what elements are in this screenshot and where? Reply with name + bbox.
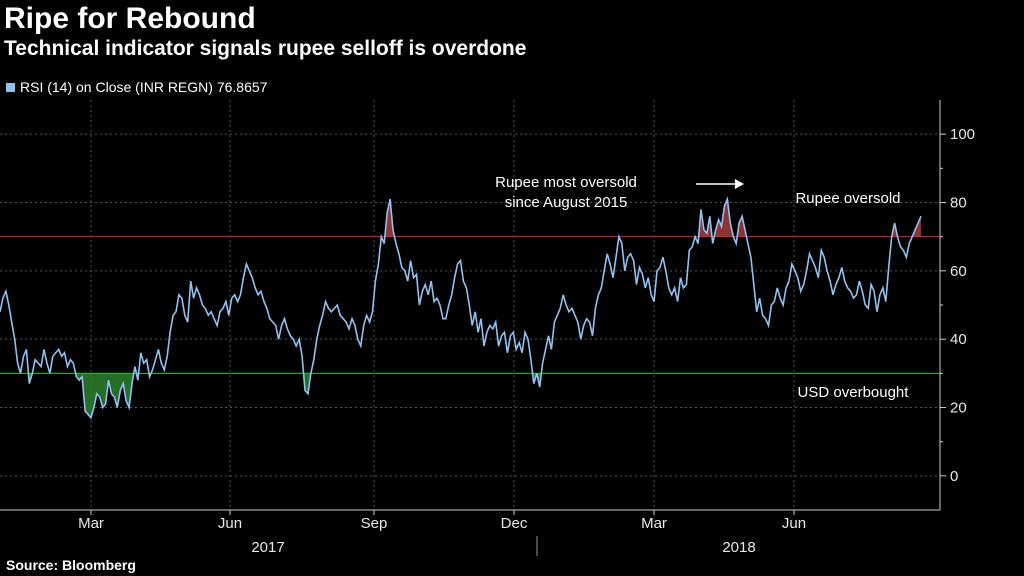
legend-label: RSI (14) on Close (INR REGN) 76.8657 (20, 79, 268, 95)
chart-title: Ripe for Rebound (4, 2, 256, 35)
x-tick-label: Dec (501, 515, 528, 532)
legend: RSI (14) on Close (INR REGN) 76.8657 (6, 79, 267, 95)
y-tick-label: 60 (950, 263, 967, 280)
x-year-label: 2018 (722, 539, 755, 556)
y-tick-label: 20 (950, 400, 967, 417)
grid (0, 100, 940, 510)
oversold-note-line2: since August 2015 (505, 194, 628, 211)
rupee-oversold-fill (737, 216, 747, 237)
y-tick-label: 100 (950, 126, 975, 143)
rsi-series-line (0, 196, 922, 420)
x-tick-label: Jun (782, 515, 806, 532)
x-tick-label: Sep (361, 515, 388, 532)
y-tick-label: 40 (950, 331, 967, 348)
x-axis-labels: Mar Jun Sep Dec Mar Jun 2017 2018 (78, 515, 806, 556)
y-tick-label: 80 (950, 195, 967, 212)
arrow-head-icon (735, 179, 744, 189)
rupee-oversold-label: Rupee oversold (795, 190, 900, 207)
threshold-fills (28, 199, 921, 418)
usd-overbought-label: USD overbought (798, 384, 910, 401)
x-tick-label: Mar (78, 515, 104, 532)
y-tick-label: 0 (950, 468, 958, 485)
usd-overbought-fill (75, 373, 134, 418)
source-note: Source: Bloomberg (6, 557, 136, 573)
legend-swatch (6, 82, 15, 92)
oversold-note-line1: Rupee most oversold (495, 174, 637, 191)
y-axis-labels: 0 20 40 60 80 100 (950, 126, 975, 485)
chart-subtitle: Technical indicator signals rupee sellof… (4, 37, 527, 60)
rupee-oversold-fill (698, 209, 713, 237)
x-year-label: 2017 (251, 539, 284, 556)
x-tick-label: Mar (641, 515, 667, 532)
axes (0, 100, 946, 556)
x-tick-label: Jun (218, 515, 242, 532)
